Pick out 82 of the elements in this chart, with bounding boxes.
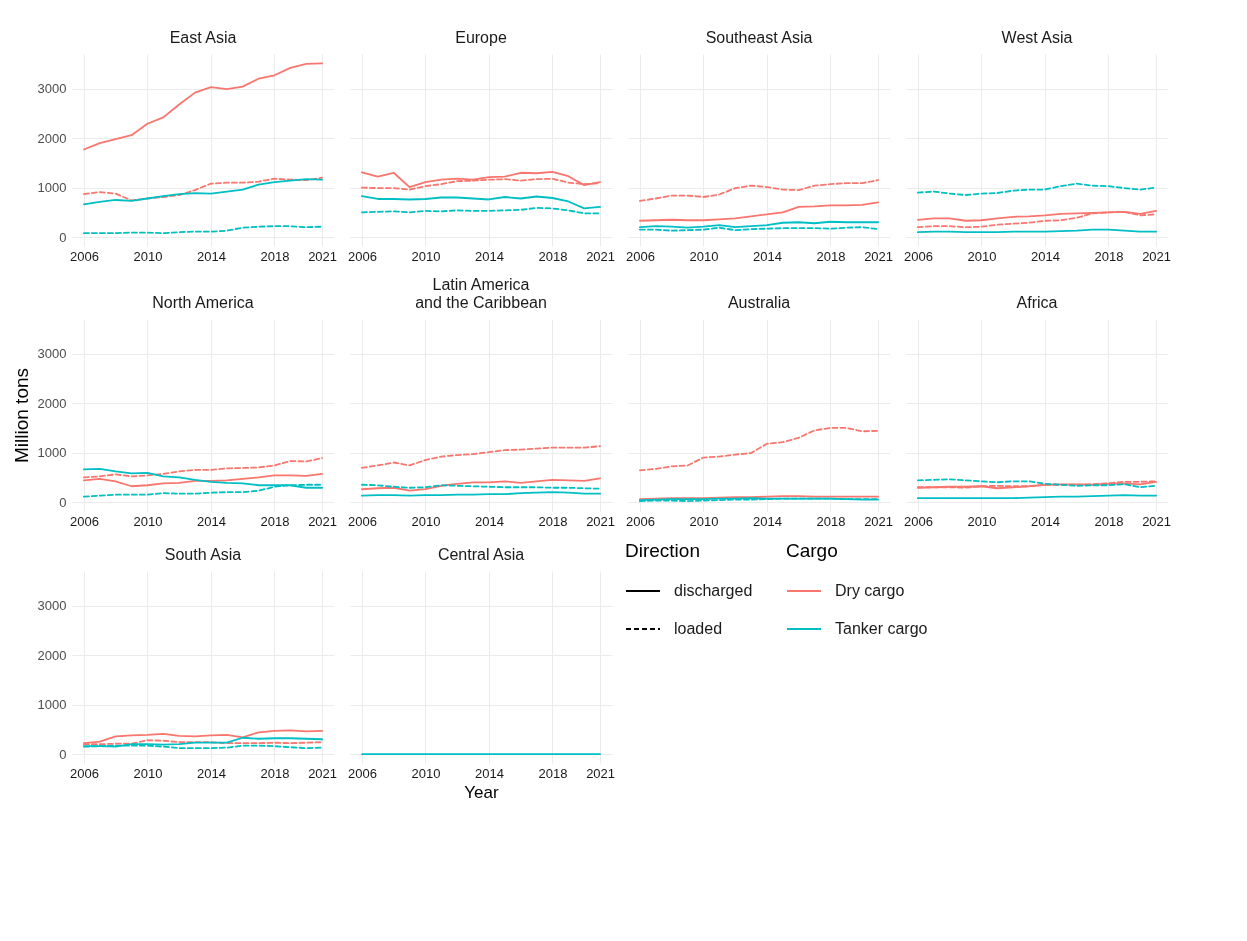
x-tick-label: 2010 bbox=[411, 513, 441, 529]
x-tick-label: 2006 bbox=[625, 248, 655, 264]
chart-title: Australia bbox=[727, 294, 791, 311]
x-tick-label: 2018 bbox=[816, 513, 846, 529]
x-tick-label: 2018 bbox=[1094, 248, 1124, 264]
x-tick-label: 2010 bbox=[133, 765, 163, 781]
y-axis-title: Million tons bbox=[10, 367, 32, 464]
line-series bbox=[83, 62, 323, 151]
x-tick-label: 2010 bbox=[133, 513, 163, 529]
legend-label: loaded bbox=[674, 620, 723, 637]
y-tick-label: 0 bbox=[59, 494, 67, 510]
x-tick-label: 2014 bbox=[196, 765, 226, 781]
x-tick-label: 2006 bbox=[903, 513, 933, 529]
x-tick-label: 2014 bbox=[752, 248, 782, 264]
x-tick-label: 2018 bbox=[538, 765, 568, 781]
x-tick-label: 2014 bbox=[196, 248, 226, 264]
x-tick-label: 2014 bbox=[196, 513, 226, 529]
x-tick-label: 2014 bbox=[752, 513, 782, 529]
x-tick-label: 2006 bbox=[903, 248, 933, 264]
x-tick-label: 2006 bbox=[69, 248, 99, 264]
x-tick-label: 2010 bbox=[689, 248, 719, 264]
x-tick-label: 2018 bbox=[260, 248, 290, 264]
x-tick-label: 2010 bbox=[411, 765, 441, 781]
x-tick-label: 2018 bbox=[260, 513, 290, 529]
x-tick-label: 2014 bbox=[474, 248, 504, 264]
chart-title: South Asia bbox=[164, 546, 242, 563]
x-tick-label: 2010 bbox=[967, 513, 997, 529]
x-tick-label: 2021 bbox=[308, 248, 338, 264]
y-tick-label: 2000 bbox=[37, 395, 67, 411]
y-tick-label: 0 bbox=[59, 746, 67, 762]
x-tick-label: 2018 bbox=[538, 248, 568, 264]
x-tick-label: 2014 bbox=[474, 765, 504, 781]
x-tick-label: 2006 bbox=[347, 513, 377, 529]
y-tick-label: 3000 bbox=[37, 346, 67, 362]
legend-title: Cargo bbox=[786, 540, 838, 561]
chart-title: Latin America and the Caribbean bbox=[415, 276, 547, 311]
x-tick-label: 2010 bbox=[133, 248, 163, 264]
x-tick-label: 2021 bbox=[308, 513, 338, 529]
y-tick-label: 1000 bbox=[37, 697, 67, 713]
x-tick-label: 2006 bbox=[69, 513, 99, 529]
x-tick-label: 2014 bbox=[474, 513, 504, 529]
y-tick-label: 2000 bbox=[37, 647, 67, 663]
x-tick-label: 2021 bbox=[586, 248, 616, 264]
x-axis-title: Year bbox=[464, 782, 500, 802]
x-tick-label: 2021 bbox=[308, 765, 338, 781]
x-tick-label: 2006 bbox=[69, 765, 99, 781]
chart-title: Southeast Asia bbox=[705, 29, 813, 46]
legend-label: Tanker cargo bbox=[835, 620, 928, 637]
x-tick-label: 2014 bbox=[1030, 248, 1060, 264]
y-tick-label: 3000 bbox=[37, 598, 67, 614]
x-tick-label: 2006 bbox=[347, 248, 377, 264]
x-tick-label: 2018 bbox=[538, 513, 568, 529]
x-tick-label: 2021 bbox=[1142, 513, 1172, 529]
x-tick-label: 2021 bbox=[1142, 248, 1172, 264]
line-series bbox=[83, 225, 323, 235]
chart-title: East Asia bbox=[169, 29, 237, 46]
chart-title: West Asia bbox=[1001, 29, 1073, 46]
legend-title: Direction bbox=[625, 540, 700, 561]
x-tick-label: 2018 bbox=[260, 765, 290, 781]
y-tick-label: 2000 bbox=[37, 130, 67, 146]
x-tick-label: 2018 bbox=[816, 248, 846, 264]
x-tick-label: 2014 bbox=[1030, 513, 1060, 529]
x-tick-label: 2018 bbox=[1094, 513, 1124, 529]
chart-title: Europe bbox=[455, 29, 507, 46]
x-tick-label: 2021 bbox=[864, 248, 894, 264]
x-tick-label: 2006 bbox=[625, 513, 655, 529]
y-tick-label: 1000 bbox=[37, 445, 67, 461]
chart-title: Africa bbox=[1016, 294, 1058, 311]
x-tick-label: 2010 bbox=[689, 513, 719, 529]
x-tick-label: 2010 bbox=[967, 248, 997, 264]
x-tick-label: 2021 bbox=[864, 513, 894, 529]
legend-label: discharged bbox=[674, 582, 753, 599]
x-tick-label: 2006 bbox=[347, 765, 377, 781]
y-tick-label: 3000 bbox=[37, 81, 67, 97]
y-tick-label: 0 bbox=[59, 229, 67, 245]
x-tick-label: 2021 bbox=[586, 765, 616, 781]
legend-label: Dry cargo bbox=[835, 582, 905, 599]
x-tick-label: 2010 bbox=[411, 248, 441, 264]
chart-title: North America bbox=[152, 294, 254, 311]
y-tick-label: 1000 bbox=[37, 180, 67, 196]
x-tick-label: 2021 bbox=[586, 513, 616, 529]
chart-title: Central Asia bbox=[437, 546, 525, 563]
